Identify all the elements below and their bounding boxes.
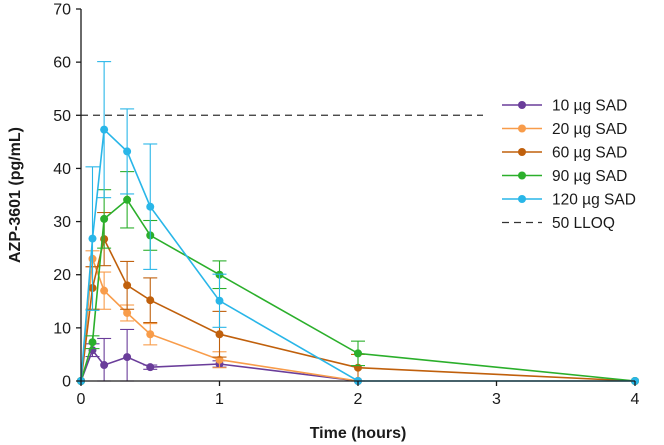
- y-axis-title: AZP-3601 (pg/mL): [7, 127, 24, 263]
- legend: 10 µg SAD 20 µg SAD 60 µg SAD 90 µg SAD 120 …: [502, 98, 636, 232]
- series-line: [80, 198, 636, 382]
- y-tick-label: 40: [53, 161, 71, 178]
- data-point: [123, 281, 132, 290]
- x-tick-label: 4: [631, 391, 640, 408]
- legend-item: 120 µg SAD: [502, 192, 636, 209]
- y-tick-label: 70: [53, 2, 71, 19]
- data-point: [146, 330, 155, 339]
- data-point: [146, 202, 155, 211]
- data-point: [100, 361, 109, 370]
- data-point: [88, 234, 97, 243]
- legend-label: 90 µg SAD: [552, 168, 627, 185]
- legend-swatch-marker: [518, 195, 526, 203]
- y-axis-ticks: 0 10 20 30 40 50 60 70: [53, 2, 81, 391]
- y-tick-label: 50: [53, 108, 71, 125]
- legend-label: 50 LLOQ: [552, 215, 615, 232]
- legend-label: 20 µg SAD: [552, 121, 627, 138]
- legend-item: 20 µg SAD: [502, 121, 627, 138]
- x-axis-ticks: 0 1 2 3 4: [77, 381, 640, 408]
- data-point: [100, 286, 109, 295]
- x-tick-label: 3: [492, 391, 501, 408]
- legend-item: 50 LLOQ: [502, 215, 615, 232]
- data-point: [146, 296, 155, 305]
- x-tick-label: 2: [354, 391, 363, 408]
- legend-item: 10 µg SAD: [502, 98, 627, 115]
- legend-swatch-marker: [518, 171, 526, 180]
- y-tick-label: 0: [62, 374, 71, 391]
- data-point: [215, 355, 224, 364]
- legend-label: 10 µg SAD: [552, 98, 627, 115]
- data-point: [88, 338, 97, 347]
- axes: 0 1 2 3 4 0 10 20 30 40 50 60 70 Time (hours) AZP-3…: [7, 2, 640, 443]
- data-point: [123, 147, 132, 156]
- y-tick-label: 10: [53, 320, 71, 337]
- x-tick-label: 1: [215, 391, 224, 408]
- data-point: [354, 349, 362, 358]
- y-tick-label: 60: [53, 55, 71, 72]
- series-line: [80, 236, 636, 382]
- data-point: [100, 125, 109, 134]
- data-point: [215, 330, 224, 339]
- series-5: [77, 61, 639, 385]
- x-axis-title: Time (hours): [310, 425, 407, 442]
- data-point: [123, 195, 132, 204]
- data-point: [146, 363, 155, 372]
- y-tick-label: 20: [53, 267, 71, 284]
- legend-swatch-marker: [518, 101, 526, 109]
- data-point: [215, 296, 224, 305]
- legend-label: 120 µg SAD: [552, 192, 636, 209]
- legend-item: 60 µg SAD: [502, 145, 627, 162]
- plot-area: [77, 61, 639, 385]
- data-point: [123, 308, 132, 317]
- x-tick-label: 0: [77, 391, 86, 408]
- y-tick-label: 30: [53, 214, 71, 231]
- data-point: [123, 353, 132, 362]
- legend-item: 90 µg SAD: [502, 168, 627, 185]
- series-line: [80, 127, 635, 382]
- legend-swatch-marker: [518, 124, 526, 133]
- legend-swatch-marker: [518, 148, 526, 156]
- data-point: [100, 214, 109, 223]
- legend-label: 60 µg SAD: [552, 145, 627, 162]
